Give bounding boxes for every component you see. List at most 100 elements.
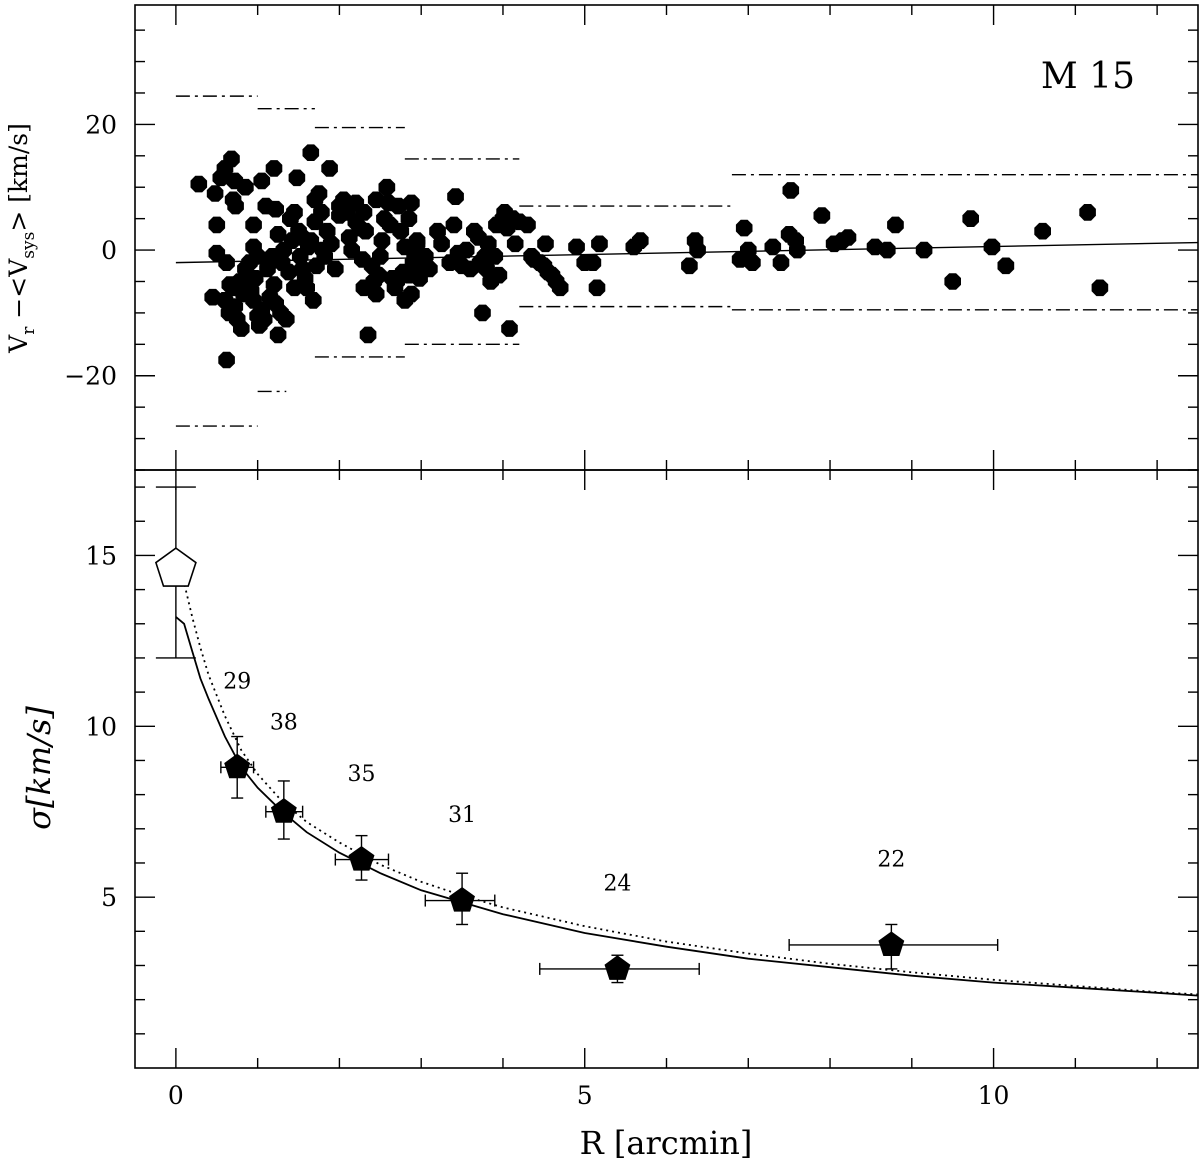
velocity-point — [839, 229, 857, 246]
velocity-point — [390, 197, 407, 215]
velocity-point — [357, 222, 374, 240]
velocity-point — [267, 200, 284, 218]
dispersion-y-axis-label: σ[km/s] — [20, 706, 58, 830]
bin-counts: 29 38 35 31 24 22 — [223, 670, 905, 897]
velocity-point — [286, 204, 303, 221]
velocity-point — [226, 298, 244, 315]
velocity-point — [584, 254, 602, 271]
velocity-envelope — [175, 95, 1198, 427]
y-tick-label: −20 — [64, 362, 117, 391]
velocity-point — [983, 238, 1001, 256]
x-tick-label: 10 — [978, 1081, 1010, 1110]
velocity-point — [1091, 279, 1109, 297]
velocity-point — [782, 182, 800, 199]
velocity-point — [447, 188, 464, 205]
velocity-point — [223, 150, 240, 168]
velocity-point — [403, 285, 420, 303]
dispersion-panel: 5 10 15 0 5 10 29 38 35 31 24 22 σ[km/s] R [arcmin… — [20, 469, 1199, 1162]
velocity-point — [269, 326, 287, 344]
velocity-point — [962, 210, 979, 227]
velocity-point — [261, 254, 279, 271]
velocity-point — [372, 248, 389, 265]
velocity-point — [206, 185, 224, 202]
y-tick-label: 5 — [101, 883, 117, 912]
velocity-point — [408, 235, 426, 253]
velocity-point — [359, 326, 377, 344]
velocity-panel-ticks: −20 0 20 — [64, 5, 1198, 471]
velocity-point — [433, 235, 450, 253]
velocity-point — [887, 216, 904, 234]
velocity-point — [474, 304, 491, 322]
bin-count-label: 38 — [270, 711, 298, 736]
dispersion-point — [449, 886, 475, 912]
velocity-point — [269, 226, 287, 243]
velocity-point — [789, 241, 806, 259]
velocity-point — [265, 160, 283, 177]
velocity-point — [302, 232, 320, 249]
velocity-point — [813, 207, 831, 224]
velocity-point — [367, 285, 385, 303]
y-tick-label: 0 — [101, 236, 117, 265]
velocity-point — [591, 235, 608, 253]
velocity-point — [740, 241, 757, 259]
velocity-point — [245, 238, 262, 256]
x-tick-label: 0 — [168, 1081, 184, 1110]
velocity-point — [272, 304, 289, 322]
velocity-point — [417, 248, 434, 265]
model-solid-curve — [175, 616, 1199, 997]
x-tick-label: 5 — [577, 1081, 593, 1110]
dispersion-point — [270, 798, 297, 823]
ylabel-mid1: −<V — [4, 258, 33, 327]
central-point — [154, 547, 197, 587]
velocity-point — [373, 232, 391, 249]
velocity-point — [735, 219, 753, 237]
dispersion-point — [878, 931, 905, 956]
velocity-point — [302, 144, 320, 161]
velocity-point — [403, 194, 420, 212]
dispersion-point — [224, 753, 251, 779]
velocity-point — [265, 276, 283, 293]
velocity-point — [915, 241, 933, 259]
velocity-point — [588, 279, 606, 297]
velocity-point — [327, 260, 344, 278]
y-tick-label: 10 — [85, 712, 117, 741]
velocity-point — [253, 172, 271, 190]
velocity-point — [479, 235, 497, 253]
velocity-point — [400, 210, 418, 227]
velocity-point — [490, 266, 508, 284]
velocity-point — [772, 254, 790, 271]
mean-velocity-line — [175, 241, 1199, 264]
dispersion-panel-frame — [134, 469, 1199, 1069]
bin-count-label: 24 — [603, 871, 631, 896]
velocity-point — [537, 235, 554, 253]
velocity-point — [255, 310, 273, 328]
velocity-point — [237, 178, 254, 196]
velocity-point — [227, 197, 244, 215]
ylabel-mid2: > [km/s] — [4, 123, 33, 232]
ylabel-sub1: r — [19, 326, 39, 335]
bin-count-label: 29 — [223, 670, 251, 695]
dispersion-point — [604, 955, 631, 980]
bin-count-label: 35 — [348, 762, 376, 787]
velocity-point — [218, 254, 235, 271]
dispersion-point — [348, 845, 375, 871]
x-axis-label: R [arcmin] — [580, 1124, 753, 1162]
y-tick-label: 15 — [85, 541, 117, 570]
dispersion-points — [154, 486, 999, 984]
velocity-point — [190, 175, 208, 193]
velocity-point — [486, 248, 504, 265]
velocity-point — [280, 263, 297, 281]
velocity-point — [218, 351, 235, 369]
velocity-point — [313, 204, 330, 221]
velocity-point — [689, 241, 706, 259]
ylabel-sub2: sys — [19, 232, 39, 259]
velocity-points — [190, 144, 1109, 369]
velocity-point — [347, 194, 365, 212]
velocity-point — [429, 222, 446, 240]
velocity-point — [316, 248, 333, 265]
velocity-point — [321, 160, 338, 177]
velocity-point — [233, 320, 250, 337]
velocity-point — [370, 266, 387, 284]
velocity-y-axis-label: Vr −<Vsys> [km/s] — [4, 123, 39, 354]
